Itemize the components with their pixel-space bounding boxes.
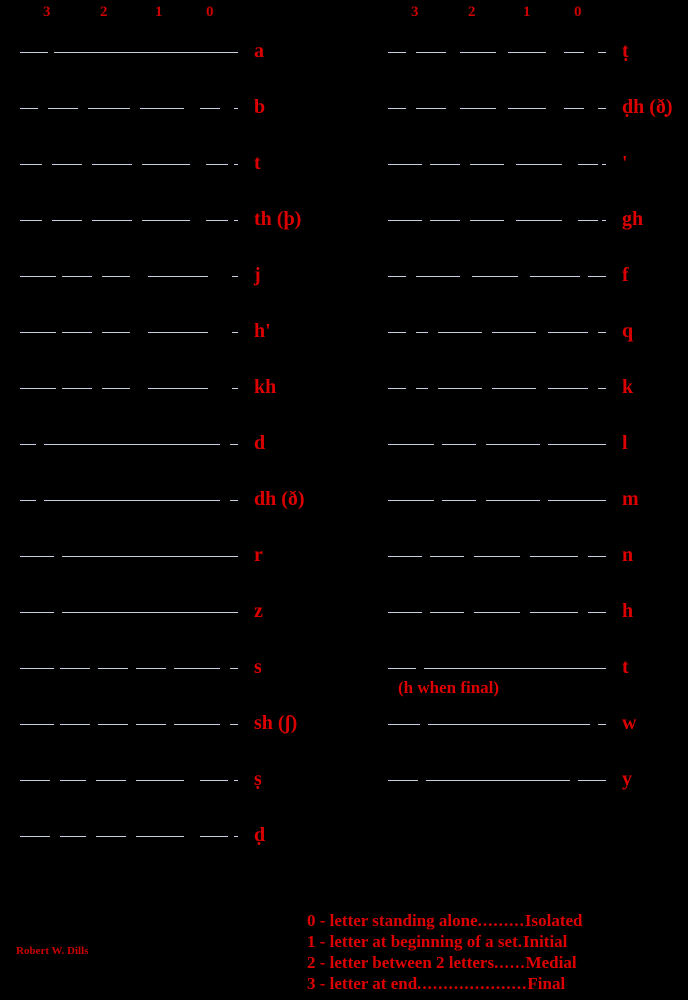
legend-key: 1 - letter at beginning of a set (307, 931, 518, 952)
legend-row: 3 - letter at end.....................Fi… (307, 973, 583, 994)
transliteration-label: ḍ (254, 824, 265, 847)
column-header-3: 3 (411, 4, 419, 21)
transliteration-label: q (622, 320, 633, 343)
letter-row: ' (0, 152, 688, 192)
letter-row: f (0, 264, 688, 304)
author-credit: Robert W. Dills (16, 945, 88, 957)
column-header-3: 3 (43, 4, 51, 21)
transliteration-label: w (622, 712, 636, 735)
legend-dots: ......... (478, 910, 525, 931)
legend-value: Final (527, 973, 565, 994)
transliteration-label: m (622, 488, 639, 511)
transliteration-label: k (622, 376, 633, 399)
column-header-2: 2 (468, 4, 476, 21)
letter-row: m (0, 488, 688, 528)
transliteration-label: h (622, 600, 633, 623)
column-header-0: 0 (574, 4, 582, 21)
letter-note: (h when final) (398, 678, 499, 698)
transliteration-label: ḍh (ð̣) (622, 96, 673, 119)
transliteration-label: n (622, 544, 633, 567)
legend-row: 0 - letter standing alone.........Isolat… (307, 910, 583, 931)
letter-row: t (h when final) (0, 656, 688, 696)
letter-row: ḍ (0, 824, 344, 864)
transliteration-label: f (622, 264, 629, 287)
column-header-2: 2 (100, 4, 108, 21)
letter-row: k (0, 376, 688, 416)
legend: 0 - letter standing alone.........Isolat… (307, 910, 583, 994)
legend-key: 2 - letter between 2 letters (307, 952, 494, 973)
legend-key: 3 - letter at end (307, 973, 417, 994)
letter-row: n (0, 544, 688, 584)
letter-row: ṭ (0, 40, 688, 80)
transliteration-label: y (622, 768, 632, 791)
column-header-1: 1 (155, 4, 163, 21)
letter-row: ḍh (ð̣) (0, 96, 688, 136)
transliteration-label: t (622, 656, 629, 679)
arabic-alphabet-chart: 32103210 abtth (þ)jh'khddh (ð)rzssh (ʃ)ṣ… (0, 0, 688, 1000)
column-header-1: 1 (523, 4, 531, 21)
letter-row: h (0, 600, 688, 640)
legend-dots: ...... (494, 952, 526, 973)
legend-value: Medial (526, 952, 577, 973)
legend-dots: ..................... (417, 973, 527, 994)
letter-row: q (0, 320, 688, 360)
transliteration-label: gh (622, 208, 643, 231)
letter-row: y (0, 768, 688, 808)
legend-row: 2 - letter between 2 letters......Medial (307, 952, 583, 973)
legend-value: Initial (523, 931, 567, 952)
transliteration-label: l (622, 432, 628, 455)
legend-row: 1 - letter at beginning of a set.Initial (307, 931, 583, 952)
transliteration-label: ' (622, 152, 628, 175)
column-header-0: 0 (206, 4, 214, 21)
legend-key: 0 - letter standing alone (307, 910, 478, 931)
letter-row: l (0, 432, 688, 472)
letter-row: gh (0, 208, 688, 248)
letter-row: w (0, 712, 688, 752)
legend-value: Isolated (525, 910, 583, 931)
transliteration-label: ṭ (622, 40, 629, 63)
